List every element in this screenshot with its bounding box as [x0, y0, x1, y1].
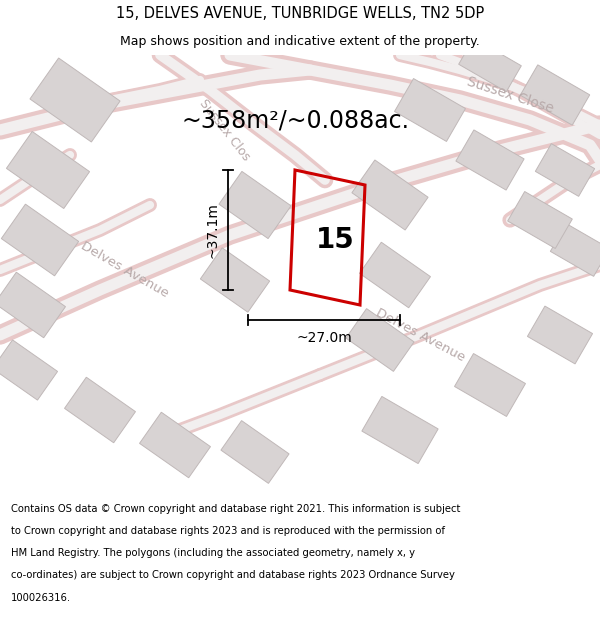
Polygon shape: [456, 130, 524, 190]
Polygon shape: [458, 38, 521, 92]
Polygon shape: [1, 204, 79, 276]
Polygon shape: [0, 272, 65, 338]
Polygon shape: [221, 421, 289, 483]
Polygon shape: [65, 378, 136, 442]
Text: to Crown copyright and database rights 2023 and is reproduced with the permissio: to Crown copyright and database rights 2…: [11, 526, 445, 536]
Text: ~37.1m: ~37.1m: [205, 202, 219, 258]
Polygon shape: [395, 79, 466, 141]
Text: 15: 15: [316, 226, 355, 254]
Polygon shape: [520, 65, 590, 125]
Polygon shape: [359, 242, 430, 308]
Text: ~27.0m: ~27.0m: [296, 331, 352, 345]
Text: 15, DELVES AVENUE, TUNBRIDGE WELLS, TN2 5DP: 15, DELVES AVENUE, TUNBRIDGE WELLS, TN2 …: [116, 6, 484, 21]
Polygon shape: [140, 412, 211, 478]
Text: Delves Avenue: Delves Avenue: [373, 306, 467, 364]
Polygon shape: [352, 160, 428, 230]
Text: Map shows position and indicative extent of the property.: Map shows position and indicative extent…: [120, 35, 480, 48]
Text: Sussex Close: Sussex Close: [465, 74, 555, 116]
Polygon shape: [200, 248, 269, 312]
Polygon shape: [0, 340, 58, 400]
Polygon shape: [527, 306, 593, 364]
Text: Sussex Clos: Sussex Clos: [197, 97, 253, 163]
Text: HM Land Registry. The polygons (including the associated geometry, namely x, y: HM Land Registry. The polygons (includin…: [11, 548, 415, 558]
Polygon shape: [346, 309, 414, 371]
Text: 100026316.: 100026316.: [11, 592, 71, 602]
Text: co-ordinates) are subject to Crown copyright and database rights 2023 Ordnance S: co-ordinates) are subject to Crown copyr…: [11, 571, 455, 581]
Polygon shape: [362, 396, 438, 464]
Text: ~358m²/~0.088ac.: ~358m²/~0.088ac.: [181, 108, 409, 132]
Polygon shape: [30, 58, 120, 142]
Polygon shape: [535, 144, 595, 196]
Polygon shape: [219, 171, 291, 239]
Text: Contains OS data © Crown copyright and database right 2021. This information is : Contains OS data © Crown copyright and d…: [11, 504, 460, 514]
Polygon shape: [455, 354, 526, 416]
Polygon shape: [508, 191, 572, 249]
Polygon shape: [550, 224, 600, 276]
Text: Delves Avenue: Delves Avenue: [79, 239, 171, 301]
Polygon shape: [7, 131, 89, 209]
